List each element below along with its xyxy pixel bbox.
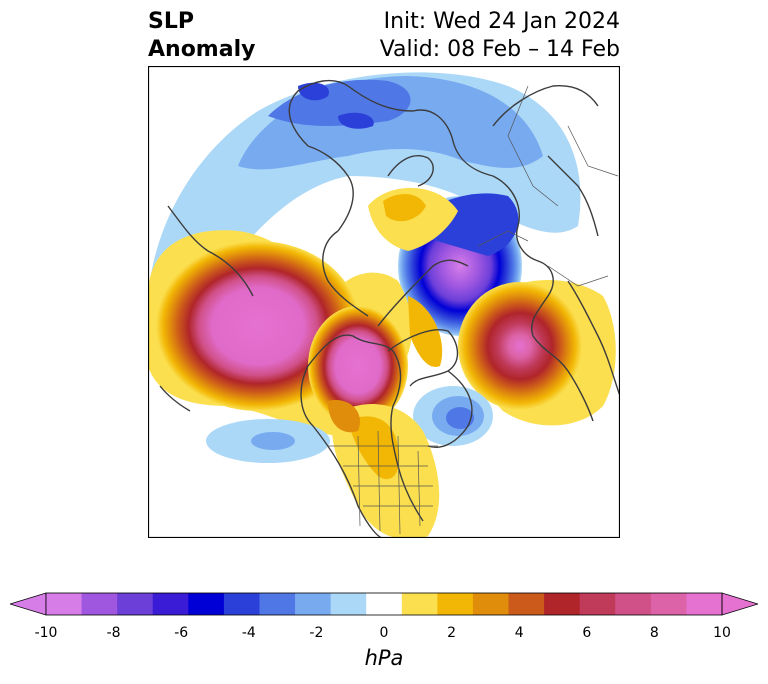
init-date: Init: Wed 24 Jan 2024 <box>383 9 620 34</box>
negative-arc-core <box>268 79 411 126</box>
colorbar-segment <box>330 593 367 615</box>
country-borders <box>328 85 619 535</box>
colorbar-segment <box>46 593 83 615</box>
variable-type: Anomaly <box>148 37 256 62</box>
colorbar-segment <box>117 593 154 615</box>
alaska-high <box>148 230 413 436</box>
colorbar-tick-labels: -10 -8 -6 -4 -2 0 2 4 6 8 10 <box>0 625 768 645</box>
colorbar-tick-label: -6 <box>174 625 189 641</box>
colorbar-segment <box>615 593 652 615</box>
colorbar-tick-label: 0 <box>379 625 389 641</box>
colorbar-unit: hPa <box>364 646 404 670</box>
map-border <box>148 66 620 538</box>
colorbar-segment <box>579 593 616 615</box>
colorbar-segment <box>650 593 687 615</box>
colorbar-tick-label: -8 <box>106 625 121 641</box>
colorbar-extend-min <box>8 592 47 616</box>
colorbar-segment <box>366 593 403 615</box>
colorbar-tick-label: -4 <box>241 625 256 641</box>
colorbar-extend-max <box>721 592 760 616</box>
colorbar-segment <box>81 593 118 615</box>
colorbar-tick-label: 4 <box>514 625 524 641</box>
title-right: Init: Wed 24 Jan 2024 Valid: 08 Feb – 14… <box>380 8 620 64</box>
colorbar-segment <box>223 593 260 615</box>
colorbar-segment <box>472 593 510 615</box>
title-left: SLP Anomaly <box>148 8 255 64</box>
colorbar-tick-label: 6 <box>582 625 592 641</box>
variable-name: SLP <box>148 9 194 34</box>
valid-range: Valid: 08 Feb – 14 Feb <box>379 37 620 62</box>
colorbar-tick-label: -2 <box>309 625 324 641</box>
slp-anomaly-map <box>148 66 620 538</box>
colorbar-tick-label: 10 <box>713 625 731 641</box>
coastlines <box>159 79 620 538</box>
atlantic-high <box>458 279 616 426</box>
colorbar-segment <box>544 593 581 615</box>
colorbar-segment <box>259 593 296 615</box>
colorbar-outline <box>45 592 723 616</box>
colorbar-tick-label: -10 <box>34 625 58 641</box>
colorbar-segment <box>508 593 545 615</box>
colorbar-segment <box>437 593 474 615</box>
colorbar-segment <box>295 593 332 615</box>
colorbar-tick-label: 2 <box>447 625 457 641</box>
colorbar-segment <box>152 593 189 615</box>
colorbar <box>8 588 760 622</box>
colorbar-tick-label: 8 <box>649 625 659 641</box>
colorbar-segment <box>401 593 438 615</box>
colorbar-segment <box>188 593 225 615</box>
colorbar-segment <box>686 593 723 615</box>
map-panel <box>148 66 620 538</box>
colorbar-svg <box>8 592 760 616</box>
